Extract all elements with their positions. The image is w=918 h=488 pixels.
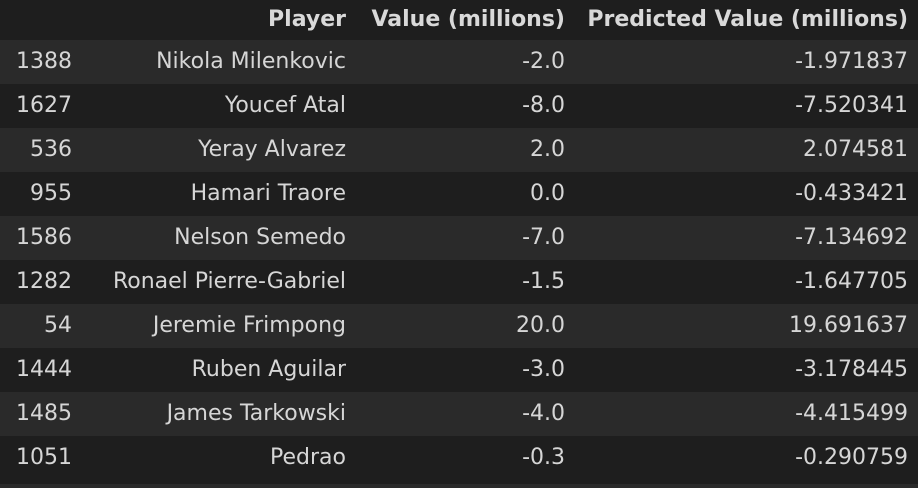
- row-index: 1444: [16, 357, 72, 382]
- table-row: 1485 James Tarkowski -4.0 -4.415499: [0, 392, 918, 436]
- predicted-value-cell: -7.134692: [795, 225, 908, 250]
- player-cell: Hamari Traore: [190, 181, 346, 206]
- player-cell: Youcef Atal: [224, 93, 346, 118]
- row-index: 1282: [16, 269, 72, 294]
- row-index: 955: [30, 181, 72, 206]
- row-index: 1485: [16, 401, 72, 426]
- table-row: 1282 Ronael Pierre-Gabriel -1.5 -1.64770…: [0, 260, 918, 304]
- value-cell: 2.0: [530, 137, 565, 162]
- predicted-value-cell: -0.433421: [795, 181, 908, 206]
- table-row: 54 Jeremie Frimpong 20.0 19.691637: [0, 304, 918, 348]
- predicted-value-cell: -3.178445: [795, 357, 908, 382]
- table-row: 1388 Nikola Milenkovic -2.0 -1.971837: [0, 40, 918, 84]
- table-row: 1586 Nelson Semedo -7.0 -7.134692: [0, 216, 918, 260]
- bottom-edge-strip: [0, 484, 918, 488]
- table-row: 955 Hamari Traore 0.0 -0.433421: [0, 172, 918, 216]
- player-cell: Nikola Milenkovic: [156, 49, 346, 74]
- player-cell: Nelson Semedo: [174, 225, 346, 250]
- table-header: Player Value (millions) Predicted Value …: [0, 0, 918, 40]
- predicted-value-cell: -1.971837: [795, 49, 908, 74]
- predicted-value-header: Predicted Value (millions): [565, 0, 918, 40]
- player-cell: Jeremie Frimpong: [152, 313, 346, 338]
- row-index: 1388: [16, 49, 72, 74]
- value-cell: -2.0: [522, 49, 565, 74]
- value-cell: -0.3: [522, 445, 565, 470]
- row-index: 54: [44, 313, 72, 338]
- predicted-value-cell: -7.520341: [795, 93, 908, 118]
- table-row: 1627 Youcef Atal -8.0 -7.520341: [0, 84, 918, 128]
- table-row: 1444 Ruben Aguilar -3.0 -3.178445: [0, 348, 918, 392]
- player-cell: Yeray Alvarez: [198, 137, 346, 162]
- row-index: 536: [30, 137, 72, 162]
- value-cell: -1.5: [522, 269, 565, 294]
- value-cell: 20.0: [516, 313, 565, 338]
- table-row: 536 Yeray Alvarez 2.0 2.074581: [0, 128, 918, 172]
- predicted-value-cell: 2.074581: [803, 137, 908, 162]
- value-cell: -8.0: [522, 93, 565, 118]
- table-row: 1051 Pedrao -0.3 -0.290759: [0, 436, 918, 480]
- predicted-value-cell: -4.415499: [795, 401, 908, 426]
- value-header: Value (millions): [346, 0, 565, 40]
- player-cell: Ronael Pierre-Gabriel: [112, 269, 346, 294]
- player-cell: James Tarkowski: [166, 401, 346, 426]
- player-cell: Pedrao: [270, 445, 346, 470]
- value-cell: 0.0: [530, 181, 565, 206]
- table-body: 1388 Nikola Milenkovic -2.0 -1.971837 16…: [0, 40, 918, 480]
- value-cell: -3.0: [522, 357, 565, 382]
- player-cell: Ruben Aguilar: [191, 357, 346, 382]
- value-cell: -4.0: [522, 401, 565, 426]
- predicted-value-cell: 19.691637: [789, 313, 908, 338]
- player-header: Player: [72, 0, 346, 40]
- predicted-value-cell: -0.290759: [795, 445, 908, 470]
- row-index: 1627: [16, 93, 72, 118]
- value-cell: -7.0: [522, 225, 565, 250]
- row-index: 1586: [16, 225, 72, 250]
- predicted-value-cell: -1.647705: [795, 269, 908, 294]
- header-row: Player Value (millions) Predicted Value …: [0, 0, 918, 40]
- index-header: [0, 0, 72, 40]
- row-index: 1051: [16, 445, 72, 470]
